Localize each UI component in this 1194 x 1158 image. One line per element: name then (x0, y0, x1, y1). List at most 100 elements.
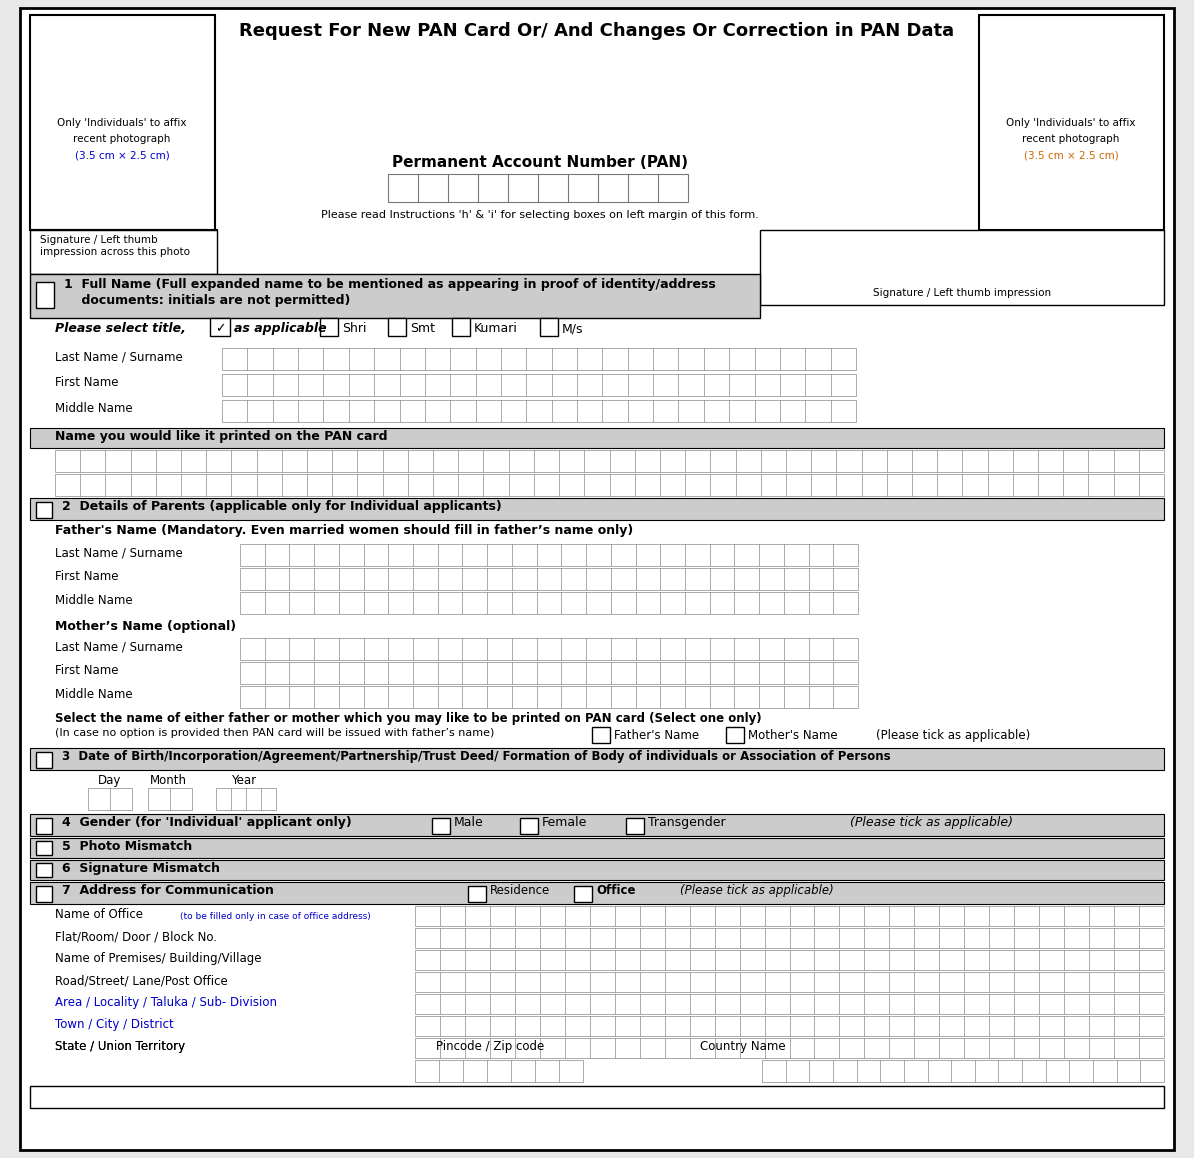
Bar (432, 818, 450, 834)
Text: 4  Gender (for 'Individual' applicant only): 4 Gender (for 'Individual' applicant onl… (62, 816, 352, 829)
Text: State / Union Territory: State / Union Territory (55, 1040, 185, 1053)
Bar (240, 569, 858, 589)
Text: Flat/Room/ Door / Block No.: Flat/Room/ Door / Block No. (55, 930, 217, 943)
Bar (148, 787, 192, 809)
Bar (36, 283, 54, 308)
Bar (30, 838, 1164, 858)
Text: Permanent Account Number (PAN): Permanent Account Number (PAN) (392, 155, 688, 170)
Bar (240, 592, 858, 614)
Bar (521, 818, 538, 834)
Bar (36, 841, 53, 855)
Bar (453, 318, 470, 336)
Text: Middle Name: Middle Name (55, 688, 133, 701)
Bar (320, 318, 338, 336)
Text: (In case no option is provided then PAN card will be issued with father’s name): (In case no option is provided then PAN … (55, 728, 494, 738)
Bar (210, 318, 230, 336)
Text: 2  Details of Parents (applicable only for Individual applicants): 2 Details of Parents (applicable only fo… (62, 500, 501, 513)
Text: Office: Office (596, 884, 635, 897)
Text: Name you would like it printed on the PAN card: Name you would like it printed on the PA… (55, 430, 388, 444)
Text: Last Name / Surname: Last Name / Surname (55, 640, 183, 653)
Text: 1  Full Name (Full expanded name to be mentioned as appearing in proof of identi: 1 Full Name (Full expanded name to be me… (64, 278, 715, 291)
Text: Town / City / District: Town / City / District (55, 1018, 174, 1031)
Bar (36, 818, 53, 834)
Bar (416, 1060, 583, 1082)
Text: (Please tick as applicable): (Please tick as applicable) (850, 816, 1013, 829)
Bar (240, 544, 858, 566)
Text: Select the name of either father or mother which you may like to be printed on P: Select the name of either father or moth… (55, 712, 762, 725)
Bar (762, 1060, 1164, 1082)
Text: Name of Premises/ Building/Village: Name of Premises/ Building/Village (55, 952, 261, 965)
Bar (468, 886, 486, 902)
Bar (36, 752, 53, 768)
Bar (416, 950, 1164, 970)
Bar (30, 498, 1164, 520)
Bar (416, 994, 1164, 1014)
Text: (3.5 cm × 2.5 cm): (3.5 cm × 2.5 cm) (1023, 151, 1119, 160)
Text: M/s: M/s (562, 322, 584, 335)
Text: Only 'Individuals' to affix: Only 'Individuals' to affix (57, 118, 186, 129)
Bar (592, 727, 610, 743)
Bar (416, 972, 1164, 992)
Text: Middle Name: Middle Name (55, 594, 133, 607)
Text: Last Name / Surname: Last Name / Surname (55, 547, 183, 559)
Text: First Name: First Name (55, 376, 118, 389)
Text: Residence: Residence (490, 884, 550, 897)
Text: First Name: First Name (55, 570, 118, 582)
Bar (222, 349, 856, 371)
Text: Middle Name: Middle Name (55, 402, 133, 415)
Bar (30, 748, 1164, 770)
Bar (761, 230, 1164, 305)
Text: Request For New PAN Card Or/ And Changes Or Correction in PAN Data: Request For New PAN Card Or/ And Changes… (240, 22, 954, 41)
Bar (30, 428, 1164, 448)
Text: Road/Street/ Lane/Post Office: Road/Street/ Lane/Post Office (55, 974, 228, 987)
Text: Father's Name: Father's Name (614, 730, 700, 742)
Text: recent photograph: recent photograph (1022, 134, 1120, 144)
Bar (416, 1038, 1164, 1058)
Text: 5  Photo Mismatch: 5 Photo Mismatch (62, 840, 192, 853)
Bar (55, 450, 1164, 472)
Bar (30, 15, 215, 230)
Text: Only 'Individuals' to affix: Only 'Individuals' to affix (1007, 118, 1135, 129)
Text: 3  Date of Birth/Incorporation/Agreement/Partnership/Trust Deed/ Formation of Bo: 3 Date of Birth/Incorporation/Agreement/… (62, 750, 891, 763)
Text: (3.5 cm × 2.5 cm): (3.5 cm × 2.5 cm) (74, 151, 170, 160)
Bar (55, 474, 1164, 496)
Text: Kumari: Kumari (474, 322, 518, 335)
Text: Female: Female (542, 816, 587, 829)
Bar (216, 787, 276, 809)
Bar (979, 15, 1164, 230)
Text: recent photograph: recent photograph (73, 134, 171, 144)
Text: documents: initials are not permitted): documents: initials are not permitted) (64, 294, 350, 307)
Text: (to be filled only in case of office address): (to be filled only in case of office add… (180, 913, 371, 921)
Bar (388, 318, 406, 336)
Bar (574, 886, 592, 902)
Bar (30, 860, 1164, 880)
Text: Mother's Name: Mother's Name (747, 730, 838, 742)
Bar (416, 1016, 1164, 1036)
Text: Signature / Left thumb impression: Signature / Left thumb impression (873, 288, 1051, 298)
Text: Last Name / Surname: Last Name / Surname (55, 350, 183, 362)
Text: 7  Address for Communication: 7 Address for Communication (62, 884, 273, 897)
Text: Transgender: Transgender (648, 816, 726, 829)
Bar (30, 882, 1164, 904)
Text: Month: Month (149, 774, 186, 787)
Text: (Please tick as applicable): (Please tick as applicable) (681, 884, 833, 897)
Text: ✓: ✓ (215, 322, 226, 335)
Text: Father's Name (Mandatory. Even married women should fill in father’s name only): Father's Name (Mandatory. Even married w… (55, 525, 633, 537)
Bar (30, 814, 1164, 836)
Text: (Please tick as applicable): (Please tick as applicable) (876, 730, 1030, 742)
Bar (36, 503, 53, 518)
Bar (416, 906, 1164, 926)
Bar (240, 686, 858, 708)
Text: Pincode / Zip code: Pincode / Zip code (436, 1040, 544, 1053)
Bar (30, 274, 761, 318)
Text: 6  Signature Mismatch: 6 Signature Mismatch (62, 862, 220, 875)
Bar (388, 174, 688, 201)
Bar (626, 818, 644, 834)
Text: Day: Day (98, 774, 122, 787)
Bar (222, 400, 856, 422)
Text: Please read Instructions 'h' & 'i' for selecting boxes on left margin of this fo: Please read Instructions 'h' & 'i' for s… (321, 210, 759, 220)
Text: Please select title,: Please select title, (55, 322, 186, 335)
Bar (240, 638, 858, 660)
Text: Country Name: Country Name (700, 1040, 786, 1053)
Text: as applicable: as applicable (234, 322, 327, 335)
